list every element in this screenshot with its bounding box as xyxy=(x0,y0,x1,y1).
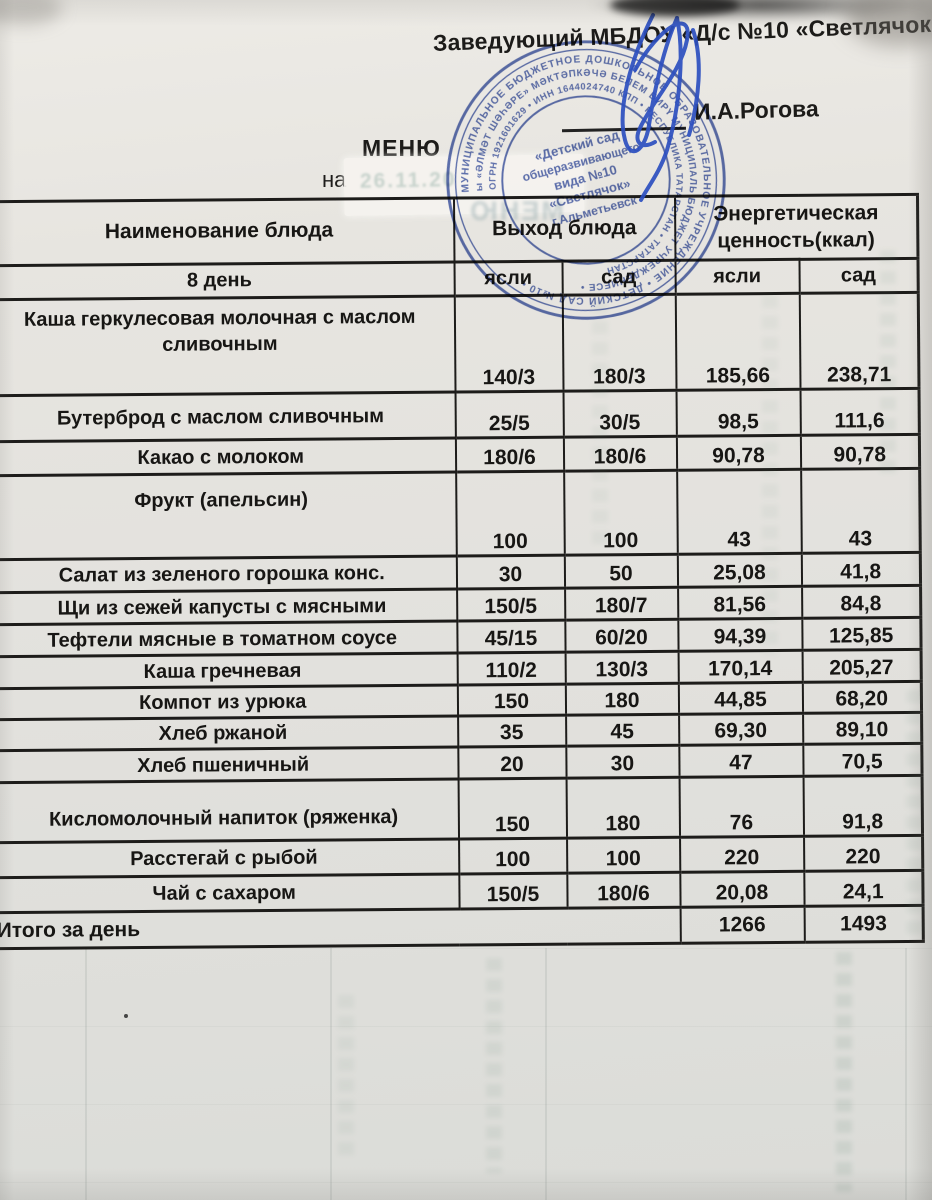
portion-sad: 130/3 xyxy=(565,651,679,685)
bleedthrough-strip xyxy=(836,952,852,1192)
kcal-sad: 70,5 xyxy=(802,743,923,777)
bleedthrough-line xyxy=(330,948,332,1200)
portion-sad: 180/6 xyxy=(563,436,677,472)
portion-sad: 180 xyxy=(565,683,679,716)
portion-yasli: 25/5 xyxy=(455,391,564,439)
portion-yasli: 150/5 xyxy=(458,873,568,910)
official-stamp: МУНИЦИПАЛЬНОЕ БЮДЖЕТНОЕ ДОШКОЛЬНОЕ ОБРАЗ… xyxy=(446,40,726,320)
stamp-outer-ring-inner xyxy=(454,48,718,312)
kcal-sad: 89,10 xyxy=(802,712,922,745)
total-kcal-yasli: 1266 xyxy=(680,906,805,944)
bleedthrough-strip xyxy=(486,958,502,1173)
total-label: Итого за день xyxy=(0,907,681,949)
kcal-yasli: 76 xyxy=(679,776,804,838)
kcal-yasli: 220 xyxy=(679,836,804,873)
table-row: Кисломолочный напиток (ряженка) 150 180 … xyxy=(0,775,923,843)
kcal-sad: 84,8 xyxy=(801,585,921,619)
signature-scribble xyxy=(620,13,701,202)
dish-name: Тефтели мясные в томатном соусе xyxy=(0,621,458,657)
portion-sad: 45 xyxy=(565,714,679,747)
dish-name: Расстегай с рыбой xyxy=(0,839,459,878)
dish-name: Фрукт (апельсин) xyxy=(0,472,457,560)
stamp-inner-circle xyxy=(501,95,671,265)
bleedthrough-line xyxy=(545,948,547,1200)
portion-yasli: 100 xyxy=(455,471,565,557)
kcal-yasli: 170,14 xyxy=(678,650,803,684)
dish-name: Какао с молоком xyxy=(0,438,456,476)
portion-yasli: 110/2 xyxy=(457,652,566,686)
portion-yasli: 150 xyxy=(457,684,566,717)
portion-sad: 180/7 xyxy=(564,587,678,621)
kcal-yasli: 20,08 xyxy=(679,871,805,908)
kcal-yasli: 98,5 xyxy=(676,389,801,437)
kcal-sad: 205,27 xyxy=(802,649,922,683)
dish-name: Компот из урюка xyxy=(0,685,458,720)
portion-yasli: 150 xyxy=(458,778,567,840)
bleedthrough-grid xyxy=(0,948,932,1200)
dish-name: Хлеб ржаной xyxy=(0,716,458,751)
portion-yasli: 150/5 xyxy=(456,588,565,622)
kcal-sad: 68,20 xyxy=(802,681,922,714)
day-header: 8 день xyxy=(0,262,455,300)
dish-name: Щи из сежей капусты с мясными xyxy=(0,589,457,625)
portion-yasli: 45/15 xyxy=(456,620,566,654)
table-total-row: Итого за день 1266 1493 xyxy=(0,905,924,949)
dish-name: Хлеб пшеничный xyxy=(0,747,459,783)
portion-yasli: 30 xyxy=(456,555,565,590)
portion-yasli: 35 xyxy=(457,715,566,748)
portion-yasli: 100 xyxy=(458,838,567,875)
subcol-sad-kcal: сад xyxy=(798,258,919,294)
kcal-sad: 90,78 xyxy=(800,434,920,470)
stamp-outer-ring xyxy=(446,40,726,320)
portion-yasli: 180/6 xyxy=(455,437,564,473)
bleedthrough-strip xyxy=(338,995,354,1155)
kcal-sad: 220 xyxy=(803,835,923,872)
portion-sad: 180 xyxy=(566,777,680,839)
dish-name: Каша гречневая xyxy=(0,653,458,689)
kcal-yasli: 43 xyxy=(676,469,802,555)
portion-sad: 30/5 xyxy=(563,390,677,438)
kcal-yasli: 90,78 xyxy=(676,435,801,471)
bleedthrough-line xyxy=(85,948,87,1200)
kcal-sad: 41,8 xyxy=(801,552,921,587)
date-prefix-label: на xyxy=(322,167,347,192)
dish-name: Кисломолочный напиток (ряженка) xyxy=(0,779,459,843)
portion-sad: 100 xyxy=(566,837,680,874)
kcal-yasli: 94,39 xyxy=(677,618,803,652)
portion-sad: 30 xyxy=(565,745,680,779)
kcal-sad: 43 xyxy=(800,468,921,554)
kcal-yasli: 69,30 xyxy=(678,713,803,746)
table-row: Фрукт (апельсин) 100 100 43 43 xyxy=(0,468,921,560)
kcal-yasli: 25,08 xyxy=(677,553,802,588)
portion-sad: 60/20 xyxy=(564,619,679,653)
kcal-yasli: 44,85 xyxy=(678,682,803,715)
scan-smudge xyxy=(0,0,62,26)
kcal-sad: 24,1 xyxy=(803,870,924,907)
col-header-name: Наименование блюда xyxy=(0,198,455,266)
table-row: Бутерброд с маслом сливочным 25/5 30/5 9… xyxy=(0,388,920,442)
dish-name: Бутерброд с маслом сливочным xyxy=(0,392,456,442)
portion-sad: 100 xyxy=(563,470,678,556)
portion-sad: 180/6 xyxy=(566,872,681,909)
portion-sad: 50 xyxy=(564,554,678,589)
dish-name: Каша геркулесовая молочная с маслом слив… xyxy=(0,296,456,396)
kcal-sad: 91,8 xyxy=(803,775,923,837)
kcal-sad: 238,71 xyxy=(799,292,920,390)
kcal-yasli: 47 xyxy=(678,744,804,778)
portion-yasli: 20 xyxy=(457,746,567,780)
bleedthrough-line xyxy=(905,948,907,1200)
kcal-yasli: 81,56 xyxy=(677,586,802,620)
dish-name: Салат из зеленого горошка конс. xyxy=(0,556,457,593)
dish-name: Чай с сахаром xyxy=(0,874,460,913)
scan-speck xyxy=(124,1014,128,1018)
total-kcal-sad: 1493 xyxy=(804,905,924,943)
kcal-sad: 125,85 xyxy=(801,617,922,651)
kcal-sad: 111,6 xyxy=(800,388,920,436)
